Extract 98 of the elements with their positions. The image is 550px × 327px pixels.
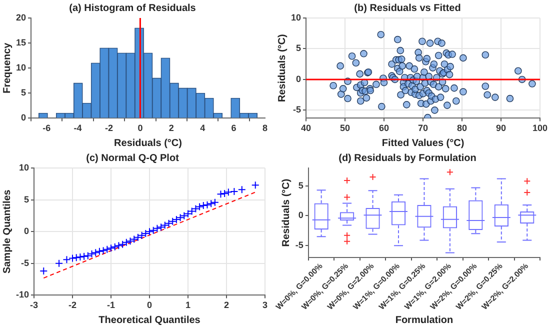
x-tick-label: 60 <box>379 123 390 134</box>
point <box>238 186 246 194</box>
point <box>118 240 127 248</box>
x-tick-label: 80 <box>456 123 468 134</box>
point <box>210 198 219 206</box>
point <box>168 217 177 226</box>
x-axis-title: Residuals (°C) <box>114 138 182 149</box>
y-axis-title: Residuals (°C) <box>276 34 288 102</box>
x-tick-label: 90 <box>496 123 506 134</box>
point <box>130 235 138 244</box>
y-tick-label: -10 <box>16 290 30 300</box>
y-tick-label: -5 <box>295 240 304 250</box>
y-tick-label: 10 <box>18 162 30 172</box>
x-axis-title: Formulation <box>395 314 454 326</box>
point <box>251 181 260 190</box>
x-tick-label: 2 <box>168 123 174 134</box>
y-tick-label: 0 <box>20 112 26 123</box>
point <box>95 247 104 256</box>
point <box>40 267 48 276</box>
x-tick-label: 70 <box>418 123 428 134</box>
point <box>138 231 146 240</box>
point <box>188 207 196 216</box>
y-axis-title: Residuals (°C) <box>281 178 292 247</box>
point <box>107 244 116 252</box>
x-tick-label: -2 <box>68 300 77 310</box>
point <box>80 252 88 260</box>
x-tick-label: 6 <box>231 123 236 134</box>
point <box>176 214 184 222</box>
y-tick-label: 5 <box>24 194 30 204</box>
point <box>149 226 158 234</box>
x-tick-label: 40 <box>301 123 312 134</box>
y-tick-label: -5 <box>20 258 30 268</box>
chart-title: (a) Histogram of Residuals <box>69 2 196 14</box>
x-tick-label: -2 <box>105 123 114 134</box>
point <box>203 200 212 209</box>
point <box>68 254 77 262</box>
y-axis-title: Sample Quantiles <box>2 189 13 274</box>
point <box>216 190 225 198</box>
chart-title: (d) Residuals by Formulation <box>338 152 476 164</box>
y-tick-label: 0 <box>298 210 304 220</box>
point <box>92 248 100 257</box>
point <box>62 256 71 264</box>
y-tick-label: 5 <box>20 88 26 98</box>
point <box>110 242 119 251</box>
y-tick-label: 5 <box>298 180 304 190</box>
chart-title: (b) Residuals vs Fitted <box>354 2 461 14</box>
y-tick-label: 10 <box>16 62 26 73</box>
point <box>199 202 208 210</box>
y-tick-label: 5 <box>296 43 302 54</box>
point <box>55 259 64 268</box>
point <box>146 228 154 236</box>
x-tick-label: 8 <box>262 123 268 134</box>
x-tick-label: 4 <box>200 123 206 134</box>
x-tick-label: 1 <box>185 300 191 310</box>
point <box>220 189 229 198</box>
point <box>192 204 200 213</box>
point <box>153 224 162 232</box>
y-tick-label: 0 <box>24 226 30 236</box>
chart-title: (c) Normal Q-Q Plot <box>86 152 180 164</box>
point <box>157 223 166 232</box>
point <box>160 221 169 230</box>
point <box>134 233 142 242</box>
y-tick-label: 10 <box>290 12 302 22</box>
point <box>230 188 238 196</box>
point <box>142 230 150 238</box>
y-tick-label: 15 <box>16 38 26 48</box>
x-tick-label: 50 <box>340 123 350 134</box>
point <box>172 216 180 224</box>
x-tick-label: -3 <box>30 300 38 310</box>
point <box>103 245 112 254</box>
x-tick-label: 0 <box>146 300 152 310</box>
point <box>88 250 96 258</box>
x-tick-label: -1 <box>106 300 116 310</box>
point <box>114 242 123 250</box>
point <box>164 219 173 228</box>
point <box>99 246 108 255</box>
point <box>84 252 92 260</box>
y-tick-label: 0 <box>296 74 302 84</box>
point <box>196 202 204 211</box>
y-tick-label: 20 <box>16 12 26 22</box>
y-tick-label: -5 <box>292 104 302 115</box>
point <box>180 212 188 220</box>
point <box>207 200 216 208</box>
point <box>122 238 130 246</box>
x-axis-title: Fitted Values (°C) <box>382 138 464 149</box>
x-tick-label: 2 <box>224 300 230 310</box>
x-tick-label: -6 <box>42 123 51 134</box>
x-tick-label: 100 <box>532 123 548 134</box>
x-tick-label: 3 <box>262 300 268 310</box>
point <box>76 253 84 262</box>
point <box>184 210 192 218</box>
x-tick-label: -4 <box>74 123 82 134</box>
point <box>224 188 232 196</box>
x-axis-title: Theoretical Quantiles <box>98 314 201 326</box>
x-tick-label: 0 <box>138 123 143 134</box>
y-axis-title: Frequency <box>2 42 13 94</box>
point <box>126 237 134 246</box>
point <box>72 254 80 262</box>
